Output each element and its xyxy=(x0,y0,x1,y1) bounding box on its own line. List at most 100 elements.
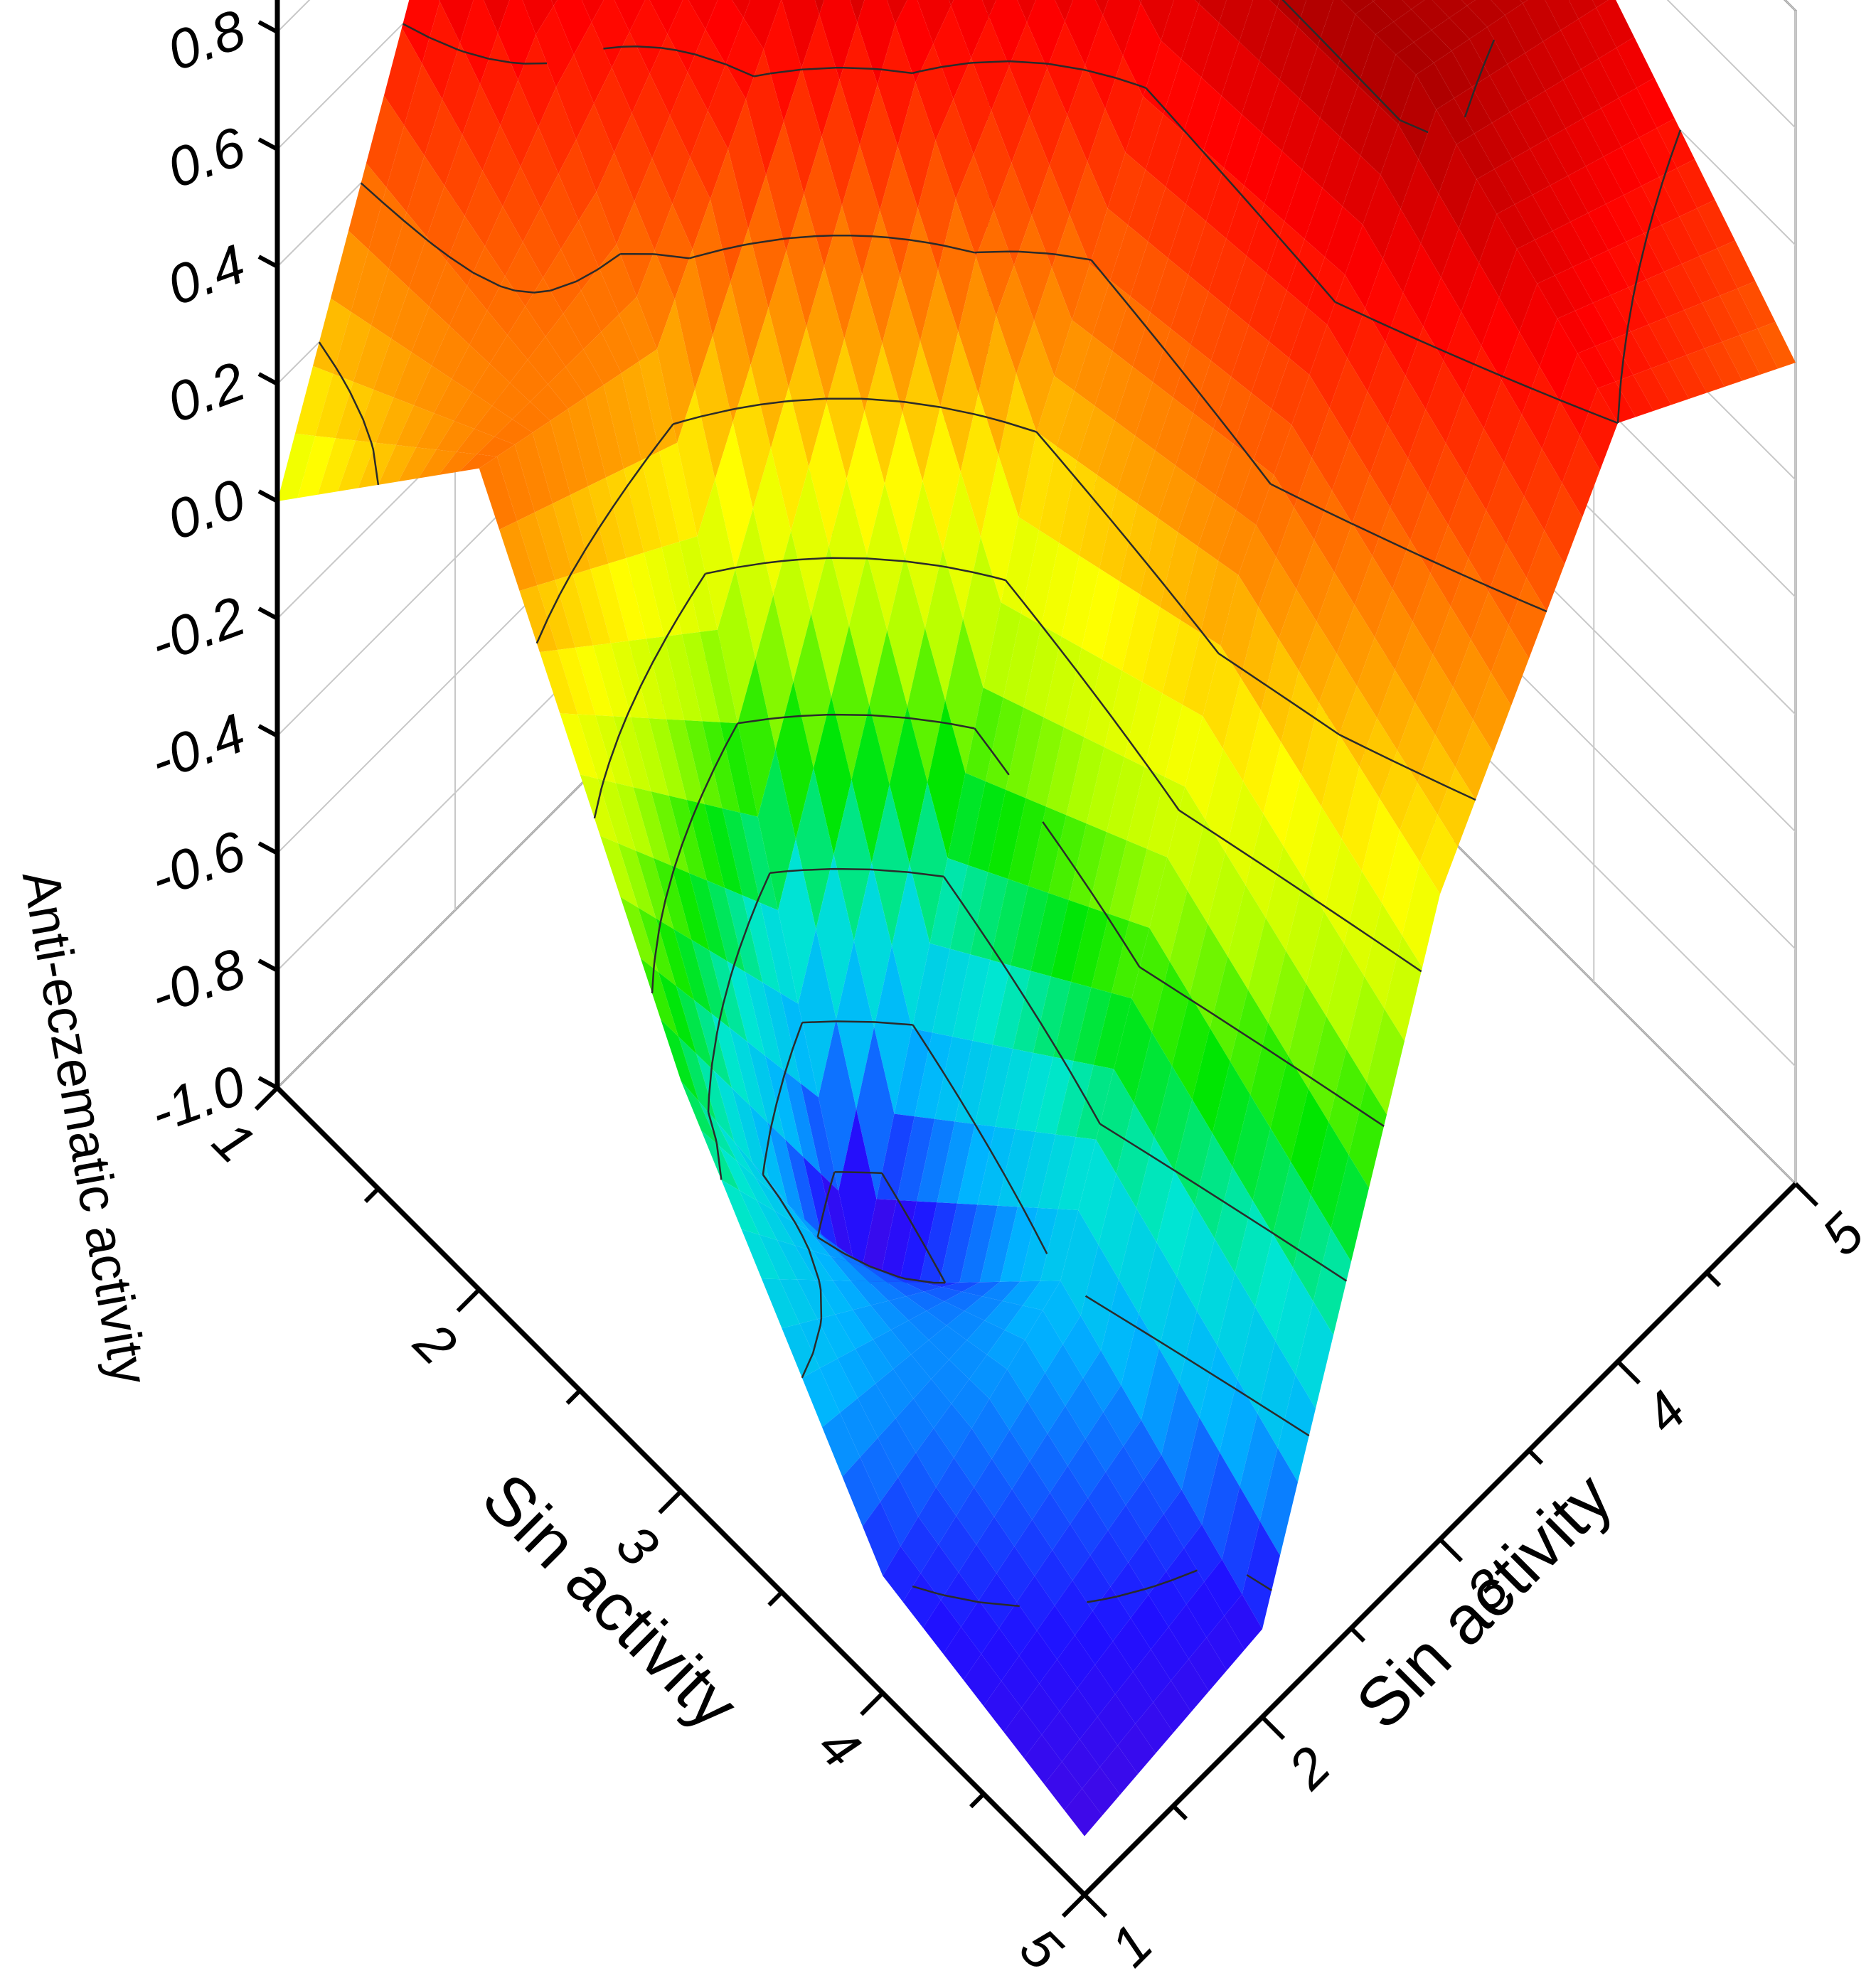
surface-facet xyxy=(1172,994,1210,1100)
surface-facet xyxy=(757,1200,795,1246)
surface-facet xyxy=(1317,0,1356,66)
surface-facet xyxy=(1013,971,1051,1053)
surface-facet xyxy=(800,1083,839,1191)
surface-facet xyxy=(878,1418,916,1477)
surface-facet xyxy=(649,0,683,34)
z-tick-mark xyxy=(257,255,279,269)
surface-facet xyxy=(910,782,948,944)
surface-facet xyxy=(1151,961,1190,1066)
surface-facet xyxy=(1043,636,1082,727)
surface-facet xyxy=(1044,1761,1082,1810)
surface-facet xyxy=(718,1145,757,1201)
surface-facet xyxy=(1439,144,1477,229)
z-tick-mark xyxy=(257,1076,279,1090)
surface-facet xyxy=(721,1180,760,1235)
surface-facet xyxy=(1616,37,1655,88)
surface-facet xyxy=(1308,1016,1347,1122)
surface-facet xyxy=(1699,248,1738,296)
surface-facet xyxy=(970,872,1008,960)
surface-facet xyxy=(967,781,1006,872)
surface-facet xyxy=(1050,1465,1088,1524)
surface-facet xyxy=(885,412,923,556)
surface-facet xyxy=(1414,654,1454,735)
surface-facet xyxy=(1418,109,1456,194)
surface-facet xyxy=(1166,1548,1205,1605)
surface-facet xyxy=(1329,358,1368,442)
surface-facet xyxy=(1130,1594,1169,1650)
surface-facet xyxy=(1453,639,1491,720)
surface-facet xyxy=(1135,382,1173,451)
surface-facet xyxy=(677,389,715,537)
surface-facet xyxy=(295,365,334,437)
surface-facet xyxy=(1060,1210,1099,1316)
surface-facet xyxy=(560,713,598,779)
surface-facet xyxy=(1090,1530,1129,1587)
surface-facet xyxy=(1514,195,1553,240)
surface-facet xyxy=(1052,215,1090,321)
surface-facet xyxy=(1164,705,1203,787)
surface-facet xyxy=(1030,1433,1068,1493)
surface-facet xyxy=(1397,702,1436,783)
surface-facet xyxy=(991,1430,1030,1490)
surface-facet xyxy=(1402,0,1425,10)
surface-facet xyxy=(1446,394,1484,477)
surface-facet xyxy=(728,99,767,229)
surface-facet xyxy=(1454,87,1492,134)
surface-facet xyxy=(833,779,872,941)
surface-facet xyxy=(1684,303,1722,348)
surface-facet xyxy=(1006,707,1044,798)
surface-facet xyxy=(487,276,526,336)
surface-facet xyxy=(996,265,1035,374)
surface-facet xyxy=(830,1256,868,1281)
surface-facet xyxy=(1237,1306,1276,1414)
surface-facet xyxy=(1077,405,1115,475)
surface-facet xyxy=(418,449,457,479)
surface-facet xyxy=(1390,458,1429,540)
surface-facet xyxy=(1268,951,1306,1056)
surface-facet xyxy=(431,326,470,379)
surface-facet xyxy=(439,0,474,43)
surface-facet xyxy=(560,220,599,291)
surface-facet xyxy=(386,125,425,213)
y-tick-label: 2 xyxy=(1276,1734,1343,1801)
surface-facet xyxy=(1027,1372,1065,1434)
surface-facet xyxy=(522,0,554,35)
surface-facet xyxy=(917,140,956,270)
surface-facet xyxy=(1449,6,1488,39)
surface-facet xyxy=(877,23,916,146)
surface-facet xyxy=(575,645,614,717)
surface-facet xyxy=(998,1602,1038,1656)
surface-facet xyxy=(1395,42,1434,75)
surface-facet xyxy=(824,205,863,339)
surface-facet xyxy=(871,784,910,946)
surface-facet xyxy=(838,1108,877,1285)
surface-facet xyxy=(1569,0,1597,19)
surface-facet xyxy=(1221,41,1259,114)
surface-facet xyxy=(449,286,488,345)
surface-facet xyxy=(727,961,765,1056)
surface-facet xyxy=(924,550,964,701)
surface-facet xyxy=(988,0,1027,67)
surface-facet xyxy=(1038,1134,1076,1209)
surface-facet xyxy=(528,336,566,385)
surface-facet xyxy=(887,0,907,24)
surface-facet xyxy=(1270,1055,1309,1162)
surface-facet xyxy=(1168,1604,1207,1660)
surface-facet xyxy=(462,84,501,171)
surface-facet xyxy=(1525,41,1563,91)
surface-facet xyxy=(859,84,898,210)
surface-facet xyxy=(1242,1521,1280,1630)
surface-facet xyxy=(482,125,521,207)
surface-facet xyxy=(991,66,1030,163)
surface-facet xyxy=(1163,59,1202,132)
surface-facet xyxy=(1056,390,1095,461)
surface-facet xyxy=(1093,993,1132,1069)
surface-facet xyxy=(631,717,669,796)
surface-facet xyxy=(1474,122,1513,169)
surface-facet xyxy=(853,862,892,1027)
surface-facet xyxy=(1560,18,1599,70)
surface-facet xyxy=(1340,85,1378,156)
surface-facet xyxy=(1243,710,1281,814)
surface-facet xyxy=(1023,625,1062,717)
surface-facet xyxy=(494,419,533,445)
